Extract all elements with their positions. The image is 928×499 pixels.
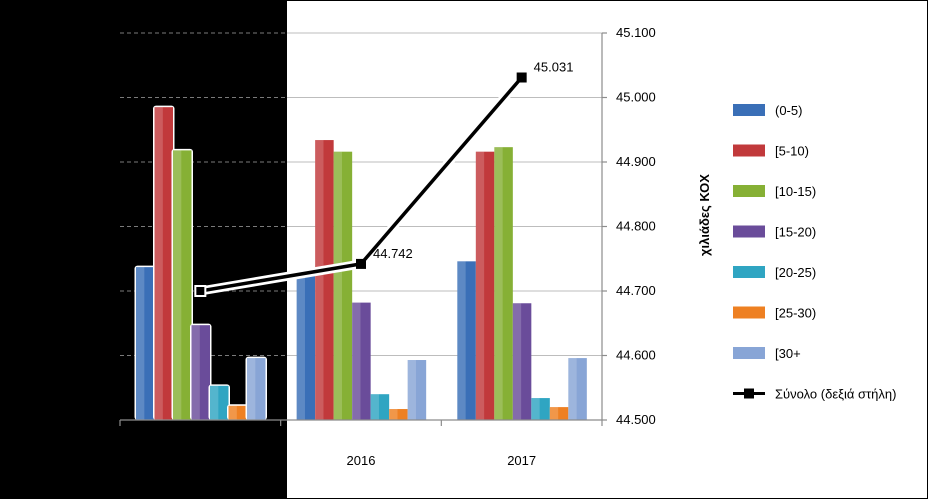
svg-text:[25-30): [25-30)	[775, 306, 816, 321]
legend-item: [15-20)	[733, 225, 816, 240]
bar	[227, 404, 249, 420]
total-line-marker	[356, 258, 366, 269]
svg-text:[5-10): [5-10)	[775, 144, 809, 159]
bar	[245, 356, 267, 420]
top-border	[287, 0, 928, 1]
legend-item: [10-15)	[733, 184, 816, 199]
total-line-marker	[194, 285, 207, 297]
bar	[315, 140, 334, 420]
bars	[134, 105, 587, 421]
x-tick-label: 2016	[347, 453, 376, 468]
bar	[134, 265, 156, 420]
bar	[296, 270, 316, 420]
svg-text:(0-5): (0-5)	[775, 103, 802, 118]
y-tick-label: 44.700	[616, 283, 656, 298]
bar	[494, 147, 513, 421]
legend-item: (0-5)	[733, 103, 802, 118]
total-line: 44.742 45.031	[194, 60, 574, 297]
bar	[352, 302, 371, 420]
svg-text:[20-25): [20-25)	[775, 265, 816, 280]
bar	[512, 303, 532, 420]
svg-text:[15-20): [15-20)	[775, 225, 816, 240]
bar	[457, 261, 476, 420]
bar	[531, 398, 550, 420]
bar	[549, 407, 569, 420]
legend-item: [25-30)	[733, 306, 816, 321]
y-tick-label: 44.600	[616, 348, 656, 363]
bar	[333, 151, 353, 420]
data-label: 45.031	[534, 60, 574, 75]
y-tick-label: 44.800	[616, 219, 656, 234]
legend-item: [20-25)	[733, 265, 816, 280]
bar	[208, 384, 230, 420]
bar	[370, 394, 390, 420]
bar	[475, 151, 495, 420]
bar	[171, 148, 193, 420]
y-tick-label: 45.000	[616, 90, 656, 105]
svg-text:[10-15): [10-15)	[775, 184, 816, 199]
legend-item-total: Σύνολο (δεξιά στήλη)	[733, 387, 896, 402]
y-tick-label: 44.500	[616, 412, 656, 427]
legend-item: [5-10)	[733, 144, 809, 159]
y-tick-label: 45.100	[616, 25, 656, 40]
x-tick-label: 2017	[507, 453, 536, 468]
svg-text:Σύνολο (δεξιά στήλη): Σύνολο (δεξιά στήλη)	[775, 387, 896, 402]
data-label: 44.742	[373, 246, 413, 261]
y-tick-label: 44.900	[616, 154, 656, 169]
legend-item: [30+	[733, 346, 801, 361]
axes: 44.500 44.600 44.700 44.800 44.900 45.000 45.1…	[119, 25, 656, 468]
svg-text:[30+: [30+	[775, 346, 801, 361]
bar	[153, 105, 175, 421]
right-axis-title: χιλιάδες ΚΟΧ	[697, 174, 712, 256]
bar	[568, 358, 587, 420]
bar	[407, 360, 427, 420]
bar	[190, 323, 212, 420]
legend: (0-5) [5-10) [10-15) [15-20) [20-25) [25-30) […	[733, 103, 896, 402]
bar	[389, 409, 408, 420]
total-line-marker	[516, 72, 527, 83]
black-panel	[0, 0, 287, 499]
